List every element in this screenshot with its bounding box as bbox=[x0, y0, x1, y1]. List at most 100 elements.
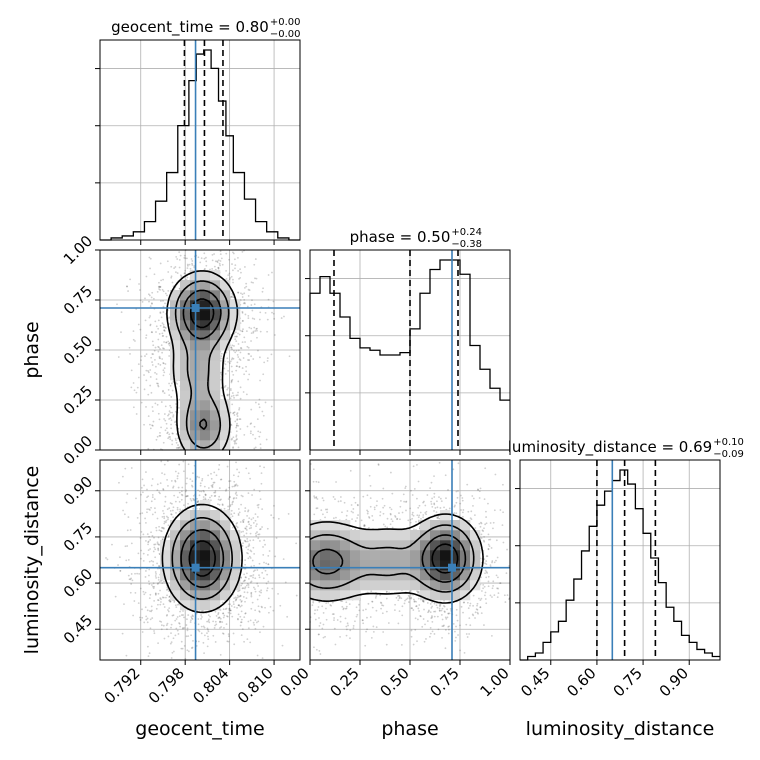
sample-point bbox=[209, 615, 211, 618]
sample-point bbox=[241, 582, 244, 585]
sample-point bbox=[240, 503, 243, 506]
sample-point bbox=[246, 537, 249, 540]
sample-point bbox=[224, 608, 227, 611]
sample-point bbox=[259, 443, 262, 446]
sample-point bbox=[200, 632, 203, 635]
sample-point bbox=[442, 625, 445, 628]
sample-point bbox=[147, 370, 149, 372]
sample-point bbox=[135, 391, 138, 394]
sample-point bbox=[184, 257, 187, 260]
sample-point bbox=[269, 605, 272, 608]
sample-point bbox=[157, 319, 160, 322]
sample-point bbox=[167, 388, 170, 391]
sample-point bbox=[242, 530, 245, 533]
sample-point bbox=[160, 316, 163, 319]
sample-point bbox=[161, 472, 163, 475]
sample-point bbox=[165, 422, 168, 425]
sample-point bbox=[272, 516, 275, 519]
sample-point bbox=[170, 265, 173, 268]
sample-point bbox=[191, 264, 194, 266]
sample-point bbox=[262, 287, 264, 290]
sample-point bbox=[207, 620, 210, 622]
sample-point bbox=[130, 467, 133, 469]
sample-point bbox=[225, 623, 228, 626]
sample-point bbox=[121, 475, 124, 478]
sample-point bbox=[170, 626, 172, 629]
sample-point bbox=[238, 365, 241, 368]
density-cell bbox=[180, 400, 191, 411]
density-cell bbox=[200, 550, 211, 561]
sample-point bbox=[161, 527, 164, 530]
sample-point bbox=[213, 253, 215, 255]
sample-point bbox=[236, 594, 239, 597]
sample-point bbox=[163, 522, 166, 525]
sample-point bbox=[172, 486, 174, 489]
sample-point bbox=[491, 587, 494, 590]
sample-point bbox=[162, 390, 164, 393]
sample-point bbox=[167, 484, 169, 487]
sample-point bbox=[232, 497, 235, 500]
sample-point bbox=[182, 614, 185, 616]
sample-point bbox=[169, 600, 172, 602]
sample-point bbox=[162, 536, 165, 539]
density-cell bbox=[210, 390, 221, 401]
sample-point bbox=[166, 613, 169, 616]
sample-point bbox=[235, 369, 238, 372]
sample-point bbox=[233, 497, 235, 499]
sample-point bbox=[155, 325, 158, 328]
density-cell bbox=[180, 310, 191, 321]
sample-point bbox=[239, 347, 242, 349]
sample-point bbox=[226, 615, 228, 618]
sample-point bbox=[250, 527, 253, 529]
sample-point bbox=[213, 495, 216, 498]
sample-point bbox=[180, 640, 183, 643]
sample-point bbox=[145, 570, 147, 572]
sample-point bbox=[141, 608, 143, 611]
sample-point bbox=[151, 534, 154, 537]
sample-point bbox=[248, 373, 251, 376]
sample-point bbox=[158, 281, 160, 284]
sample-point bbox=[478, 490, 481, 493]
sample-point bbox=[142, 559, 145, 562]
sample-point bbox=[252, 586, 255, 589]
sample-point bbox=[165, 341, 168, 344]
sample-point bbox=[379, 601, 382, 604]
sample-point bbox=[163, 527, 165, 530]
sample-point bbox=[356, 503, 359, 506]
sample-point bbox=[228, 496, 231, 499]
sample-point bbox=[149, 548, 151, 550]
sample-point bbox=[158, 491, 161, 494]
sample-point bbox=[249, 549, 252, 552]
sample-point bbox=[204, 267, 206, 270]
sample-point bbox=[176, 508, 179, 511]
sample-point bbox=[164, 326, 166, 329]
sample-point bbox=[228, 362, 231, 365]
sample-point bbox=[247, 492, 250, 495]
density-cell bbox=[200, 520, 211, 531]
sample-point bbox=[218, 616, 221, 619]
sample-point bbox=[231, 515, 234, 518]
y-tick-label: 0.75 bbox=[60, 519, 96, 555]
sample-point bbox=[162, 603, 165, 606]
sample-point bbox=[217, 612, 220, 614]
sample-point bbox=[243, 616, 246, 619]
sample-point bbox=[218, 464, 221, 466]
sample-point bbox=[227, 640, 230, 643]
sample-point bbox=[154, 571, 157, 573]
sample-point bbox=[213, 491, 216, 494]
sample-point bbox=[417, 607, 420, 610]
sample-point bbox=[182, 627, 184, 629]
sample-point bbox=[162, 374, 165, 377]
sample-point bbox=[245, 467, 248, 470]
sample-point bbox=[126, 285, 128, 288]
sample-point bbox=[441, 625, 444, 628]
sample-point bbox=[120, 311, 123, 314]
sample-point bbox=[226, 394, 229, 397]
sample-point bbox=[150, 296, 153, 299]
density-cell bbox=[220, 400, 231, 411]
density-cell bbox=[160, 550, 171, 561]
sample-point bbox=[187, 650, 190, 653]
density-cell bbox=[200, 310, 211, 321]
sample-point bbox=[267, 274, 270, 276]
sample-point bbox=[217, 617, 220, 620]
